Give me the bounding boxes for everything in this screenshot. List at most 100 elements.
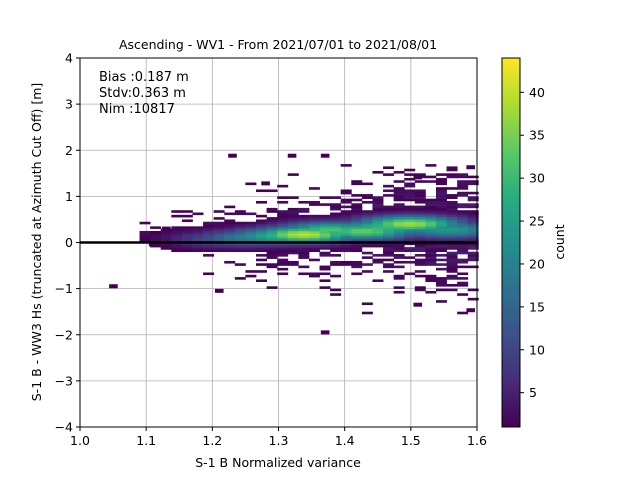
heatmap-cell	[340, 191, 352, 195]
heatmap-cell	[330, 263, 342, 266]
heatmap-cell	[171, 237, 183, 241]
heatmap-cell	[372, 260, 384, 264]
heatmap-cell	[404, 207, 416, 211]
heatmap-cell	[277, 233, 289, 236]
heatmap-cell	[171, 249, 183, 253]
heatmap-cell	[425, 164, 437, 167]
heatmap-cell	[203, 237, 215, 241]
heatmap-cell	[414, 249, 426, 253]
heatmap-cell	[435, 277, 447, 280]
heatmap-cell	[319, 221, 331, 225]
heatmap-cell	[393, 260, 405, 264]
heatmap-cell	[435, 217, 447, 220]
heatmap-cell	[181, 228, 193, 232]
heatmap-cell	[414, 274, 426, 278]
heatmap-cell	[383, 194, 395, 197]
heatmap-cell	[457, 247, 469, 250]
heatmap-cell	[224, 221, 236, 225]
heatmap-cell	[319, 235, 331, 239]
heatmap-cell	[446, 224, 458, 227]
heatmap-cell	[287, 251, 299, 255]
heatmap-cell	[287, 207, 299, 211]
heatmap-cell	[234, 235, 246, 239]
heatmap-cell	[393, 219, 405, 223]
heatmap-cell	[457, 180, 469, 183]
colorbar-tick-label: 25	[529, 214, 545, 229]
heatmap-cell	[425, 226, 437, 229]
heatmap-cell	[224, 244, 236, 248]
heatmap-cell	[213, 247, 225, 250]
y-tick-label: −2	[55, 327, 73, 342]
heatmap-cell	[213, 210, 225, 213]
heatmap-cell	[446, 274, 458, 278]
heatmap-cell	[404, 217, 416, 220]
heatmap-cell	[308, 200, 320, 204]
heatmap-cell	[404, 221, 416, 225]
heatmap-cell	[256, 221, 267, 225]
heatmap-cell	[435, 228, 447, 232]
heatmap-cell	[457, 249, 469, 253]
heatmap-cell	[393, 237, 405, 241]
heatmap-cell	[446, 173, 458, 176]
heatmap-cell	[351, 212, 363, 216]
heatmap-cell	[277, 224, 289, 227]
heatmap-cell	[383, 173, 395, 176]
heatmap-cell	[330, 207, 342, 211]
heatmap-cell	[457, 230, 469, 234]
heatmap-cell	[435, 180, 447, 183]
heatmap-cell	[287, 226, 299, 229]
heatmap-cell	[287, 249, 299, 253]
heatmap-cell	[467, 235, 479, 239]
heatmap-cell	[203, 228, 215, 232]
heatmap-cell	[319, 196, 331, 199]
heatmap-cell	[425, 256, 437, 259]
heatmap-cell	[256, 258, 267, 262]
heatmap-cell	[467, 205, 479, 209]
heatmap-cell	[361, 200, 373, 204]
heatmap-cell	[446, 187, 458, 190]
heatmap-cell	[340, 242, 352, 246]
heatmap-cell	[192, 230, 204, 234]
heatmap-cell	[287, 212, 299, 216]
heatmap-cell	[213, 224, 225, 227]
heatmap-cell	[372, 205, 384, 209]
heatmap-cell	[192, 242, 204, 246]
heatmap-cell	[139, 237, 151, 241]
heatmap-cell	[298, 217, 310, 220]
heatmap-cell	[181, 237, 193, 241]
heatmap-cell	[414, 214, 426, 218]
heatmap-cell	[467, 217, 479, 220]
heatmap-cell	[361, 219, 373, 223]
heatmap-cell	[393, 212, 405, 216]
heatmap-cell	[446, 168, 458, 172]
heatmap-cell	[457, 272, 469, 276]
heatmap-cell	[277, 251, 289, 255]
heatmap-cell	[266, 286, 278, 289]
heatmap-cell	[234, 249, 246, 253]
heatmap-cell	[213, 237, 225, 241]
heatmap-cell	[181, 230, 193, 234]
outlier-cell	[320, 330, 330, 335]
heatmap-cell	[298, 228, 310, 232]
heatmap-cell	[435, 288, 447, 292]
heatmap-cell	[467, 233, 479, 236]
heatmap-cell	[245, 237, 257, 241]
heatmap-cell	[319, 242, 331, 246]
heatmap-cell	[171, 247, 183, 250]
heatmap-cell	[330, 237, 342, 241]
heatmap-cell	[457, 203, 469, 206]
heatmap-cell	[277, 237, 289, 241]
heatmap-cell	[203, 221, 215, 225]
heatmap-cell	[425, 212, 437, 216]
heatmap-cell	[308, 237, 320, 241]
heatmap-cell	[393, 226, 405, 229]
heatmap-cell	[340, 249, 352, 253]
heatmap-cell	[414, 180, 426, 183]
heatmap-cell	[393, 210, 405, 213]
heatmap-cell	[372, 198, 384, 202]
heatmap-cell	[308, 242, 320, 246]
y-tick-label: −3	[55, 373, 73, 388]
heatmap-cell	[234, 247, 246, 250]
heatmap-cell	[446, 267, 458, 271]
heatmap-cell	[361, 221, 373, 225]
